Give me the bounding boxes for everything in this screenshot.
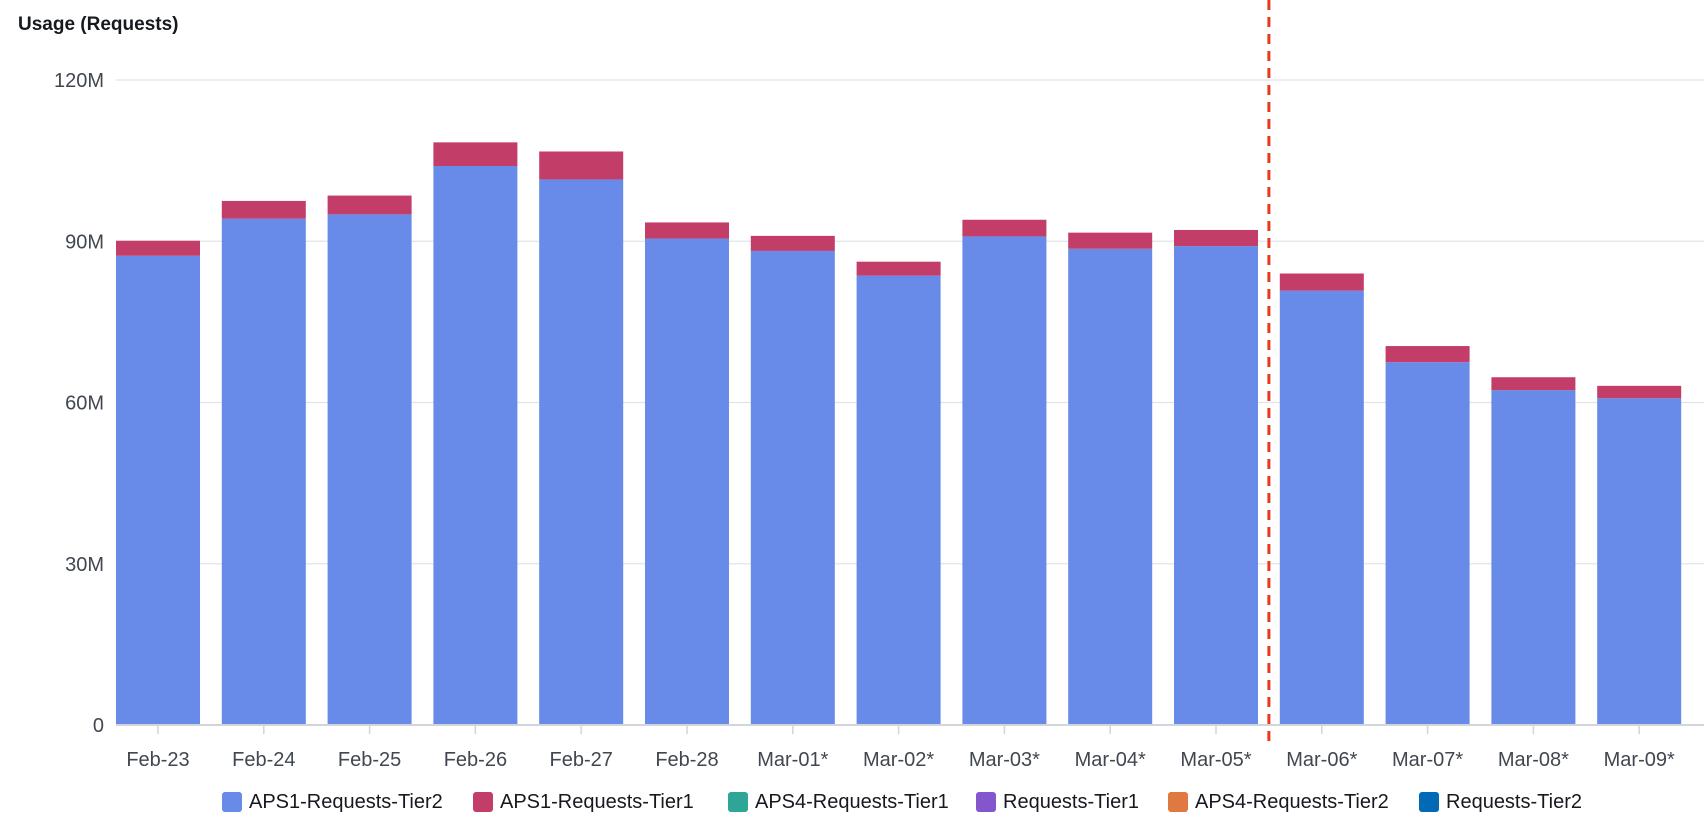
bar-segment-aps1-requests-tier1[interactable] <box>645 222 729 239</box>
bar-segment-aps1-requests-tier2[interactable] <box>221 218 306 726</box>
x-tick-label: Mar-02* <box>863 749 934 771</box>
legend: APS1-Requests-Tier2 APS1-Requests-Tier1 AP… <box>0 784 1704 820</box>
x-tick-label: Feb-27 <box>550 749 613 771</box>
x-tick-label: Mar-01* <box>757 749 828 771</box>
x-tick-label: Mar-07* <box>1392 749 1463 771</box>
y-tick-label: 0 <box>93 715 104 737</box>
y-tick-label: 120M <box>54 70 104 92</box>
legend-item[interactable]: Requests-Tier1 <box>976 784 1139 820</box>
y-axis: 0 30M 60M 90M 120M <box>54 70 104 737</box>
bar-segment-aps1-requests-tier1[interactable] <box>539 151 624 180</box>
legend-label: APS4-Requests-Tier2 <box>1195 790 1389 813</box>
bar-segment-aps1-requests-tier2[interactable] <box>1279 290 1364 725</box>
bar-segment-aps1-requests-tier1[interactable] <box>962 219 1047 237</box>
bar-segment-aps1-requests-tier2[interactable] <box>962 236 1047 725</box>
bar-segment-aps1-requests-tier1[interactable] <box>1385 346 1470 363</box>
x-tick-label: Mar-08* <box>1498 749 1569 771</box>
bar-segment-aps1-requests-tier1[interactable] <box>750 235 835 251</box>
legend-swatch <box>728 792 748 812</box>
x-tick-label: Mar-04* <box>1075 749 1146 771</box>
y-tick-label: 30M <box>65 554 104 576</box>
legend-swatch <box>976 792 996 812</box>
bar-segment-aps1-requests-tier1[interactable] <box>1279 273 1364 291</box>
bar-segment-aps1-requests-tier1[interactable] <box>1174 229 1258 247</box>
chart-title: Usage (Requests) <box>18 14 179 35</box>
bar-segment-aps1-requests-tier2[interactable] <box>750 250 835 726</box>
bar-segment-aps1-requests-tier2[interactable] <box>856 275 941 725</box>
legend-label: Requests-Tier2 <box>1446 790 1582 813</box>
legend-label: APS4-Requests-Tier1 <box>755 790 949 813</box>
x-tick-label: Feb-26 <box>444 749 507 771</box>
bar-segment-aps1-requests-tier2[interactable] <box>433 166 518 725</box>
x-tick-label: Mar-06* <box>1286 749 1357 771</box>
bar-segment-aps1-requests-tier2[interactable] <box>1385 362 1470 725</box>
x-tick-label: Feb-25 <box>338 749 401 771</box>
bar-segment-aps1-requests-tier1[interactable] <box>433 142 518 166</box>
bar-segment-aps1-requests-tier2[interactable] <box>327 214 412 725</box>
bars <box>116 142 1682 726</box>
legend-label: APS1-Requests-Tier1 <box>500 790 694 813</box>
bar-segment-aps1-requests-tier1[interactable] <box>1068 232 1153 249</box>
bar-segment-aps1-requests-tier1[interactable] <box>1597 385 1682 399</box>
bar-segment-aps1-requests-tier2[interactable] <box>116 255 200 725</box>
legend-swatch <box>473 792 493 812</box>
legend-swatch <box>222 792 242 812</box>
x-tick-label: Feb-23 <box>126 749 189 771</box>
x-tick-label: Mar-05* <box>1180 749 1251 771</box>
x-tick-label: Mar-03* <box>969 749 1040 771</box>
legend-item[interactable]: APS1-Requests-Tier2 <box>222 784 443 820</box>
x-axis: Feb-23 Feb-24 Feb-25 Feb-26 Feb-27 Feb-28 Mar-… <box>116 724 1704 771</box>
bar-segment-aps1-requests-tier1[interactable] <box>221 200 306 219</box>
x-tick-label: Mar-09* <box>1604 749 1675 771</box>
x-tick-label: Feb-24 <box>232 749 295 771</box>
bar-segment-aps1-requests-tier2[interactable] <box>539 179 624 725</box>
legend-label: APS1-Requests-Tier2 <box>249 790 443 813</box>
y-tick-label: 90M <box>65 231 104 253</box>
bar-segment-aps1-requests-tier1[interactable] <box>856 261 941 276</box>
bar-segment-aps1-requests-tier2[interactable] <box>1174 246 1258 725</box>
legend-item[interactable]: APS4-Requests-Tier1 <box>728 784 949 820</box>
x-tick-label: Feb-28 <box>655 749 718 771</box>
legend-item[interactable]: APS4-Requests-Tier2 <box>1168 784 1389 820</box>
legend-item[interactable]: APS1-Requests-Tier1 <box>473 784 694 820</box>
bar-segment-aps1-requests-tier2[interactable] <box>1491 390 1576 725</box>
legend-label: Requests-Tier1 <box>1003 790 1139 813</box>
bar-segment-aps1-requests-tier2[interactable] <box>1597 398 1682 725</box>
y-tick-label: 60M <box>65 393 104 415</box>
bar-segment-aps1-requests-tier2[interactable] <box>645 238 729 725</box>
legend-swatch <box>1168 792 1188 812</box>
bar-segment-aps1-requests-tier2[interactable] <box>1068 248 1153 725</box>
legend-swatch <box>1419 792 1439 812</box>
bar-segment-aps1-requests-tier1[interactable] <box>327 195 412 215</box>
bar-segment-aps1-requests-tier1[interactable] <box>116 240 200 256</box>
legend-item[interactable]: Requests-Tier2 <box>1419 784 1582 820</box>
bar-segment-aps1-requests-tier1[interactable] <box>1491 377 1576 391</box>
